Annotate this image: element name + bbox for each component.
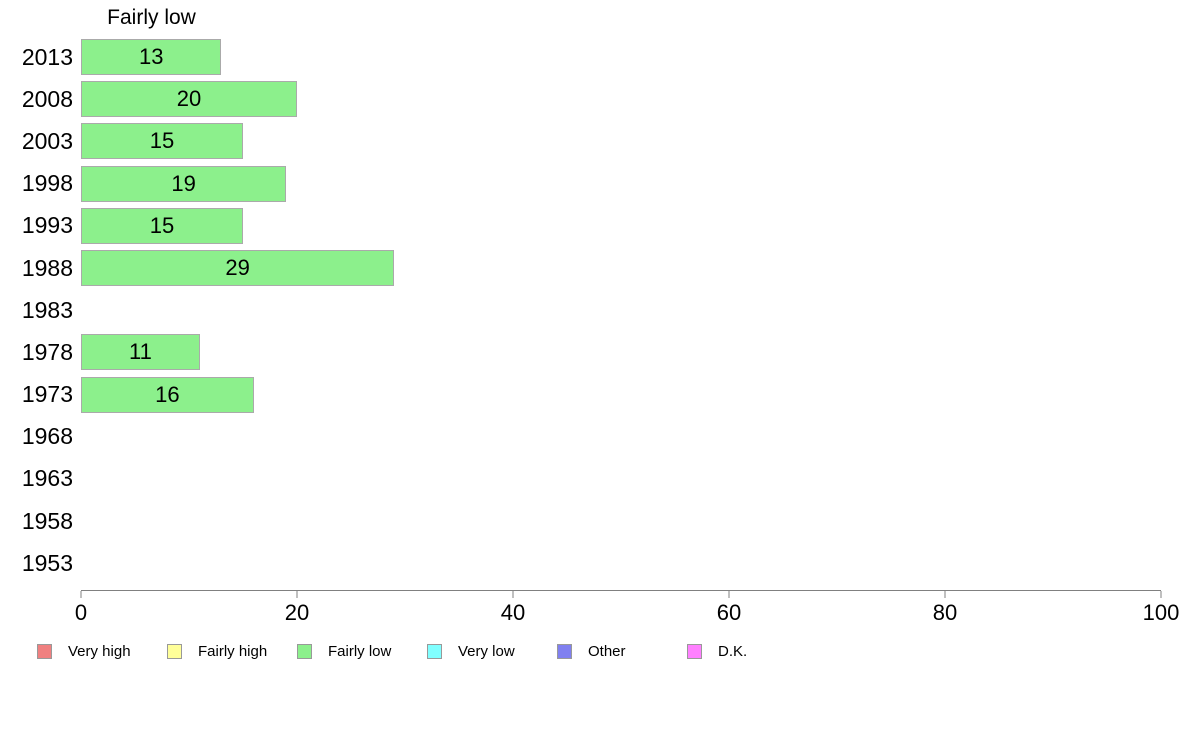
chart-row-1993: 1993 15: [0, 205, 1161, 247]
y-axis-label: 2003: [21, 127, 73, 154]
chart-row-1958: 1958: [0, 500, 1161, 542]
legend-item-very-low: Very low: [427, 643, 557, 660]
legend-label: Other: [588, 643, 626, 660]
y-axis-label: 1958: [21, 507, 73, 534]
bar-2003: 15: [81, 123, 243, 160]
chart-row-2003: 2003 15: [0, 120, 1161, 162]
legend-item-d-k: D.K.: [687, 643, 817, 660]
bar-track: [81, 416, 1161, 458]
chart-row-1968: 1968: [0, 416, 1161, 458]
bar-track: [81, 500, 1161, 542]
bar-2008: 20: [81, 81, 297, 118]
bar-track: 29: [81, 247, 1161, 289]
chart-row-1978: 1978 11: [0, 331, 1161, 373]
legend-label: Fairly high: [198, 643, 268, 660]
chart-title: Fairly low: [107, 6, 196, 29]
chart-row-1998: 1998 19: [0, 163, 1161, 205]
legend-swatch-d-k: [687, 644, 702, 659]
y-axis-label: 1993: [21, 212, 73, 239]
bar-1993: 15: [81, 207, 243, 244]
legend-swatch-very-low: [427, 644, 442, 659]
x-axis-tick: [296, 591, 298, 598]
y-axis-label: 1988: [21, 254, 73, 281]
bar-track: 11: [81, 331, 1161, 373]
y-axis-label: 1968: [21, 423, 73, 450]
legend-item-very-high: Very high: [37, 643, 167, 660]
legend-label: Very low: [458, 643, 515, 660]
bar-track: [81, 542, 1161, 584]
x-axis: 0 20 40 60 80 100: [75, 590, 1179, 631]
x-axis-tick-label: 0: [74, 600, 88, 625]
bar-value-label: 11: [128, 339, 152, 365]
x-axis-tick: [1160, 591, 1162, 598]
y-axis-label: 2008: [21, 85, 73, 112]
chart-row-1953: 1953: [0, 542, 1161, 584]
legend-label: Very high: [68, 643, 131, 660]
chart-row-2008: 2008 20: [0, 78, 1161, 120]
x-axis-tick: [728, 591, 730, 598]
x-axis-tick-label: 40: [500, 600, 526, 625]
legend-swatch-fairly-high: [167, 644, 182, 659]
bar-1978: 11: [81, 334, 200, 371]
bar-track: 20: [81, 78, 1161, 120]
bar-1973: 16: [81, 376, 254, 413]
chart-row-1973: 1973 16: [0, 374, 1161, 416]
bar-value-label: 16: [155, 381, 180, 407]
x-axis-tick: [944, 591, 946, 598]
bar-value-label: 15: [149, 128, 175, 154]
bar-1998: 19: [81, 165, 287, 202]
legend-item-fairly-high: Fairly high: [167, 643, 297, 660]
chart-row-1988: 1988 29: [0, 247, 1161, 289]
chart-row-1963: 1963: [0, 458, 1161, 500]
y-axis-label: 1953: [21, 549, 73, 576]
bar-track: 15: [81, 120, 1161, 162]
bar-value-label: 19: [171, 170, 196, 196]
legend-label: D.K.: [718, 643, 748, 660]
bar-1988: 29: [81, 250, 395, 287]
legend-item-fairly-low: Fairly low: [297, 643, 427, 660]
bar-track: [81, 458, 1161, 500]
chart-plot-area: 2013 13 2008 20 2003 15 1998 19 1993 15 1988 29 1983…: [0, 36, 1161, 584]
x-axis-tick-label: 60: [716, 600, 742, 625]
bar-track: 19: [81, 163, 1161, 205]
bar-track: 16: [81, 374, 1161, 416]
bar-value-label: 15: [149, 212, 175, 238]
bar-track: 13: [81, 36, 1161, 78]
bar-track: [81, 289, 1161, 331]
x-axis-tick: [512, 591, 514, 598]
x-axis-tick-label: 20: [284, 600, 310, 625]
y-axis-label: 1973: [21, 381, 73, 408]
bar-value-label: 29: [225, 255, 250, 281]
bar-2013: 13: [81, 39, 222, 76]
bar-value-label: 13: [138, 44, 164, 70]
chart-row-1983: 1983: [0, 289, 1161, 331]
bar-track: 15: [81, 205, 1161, 247]
y-axis-label: 1998: [21, 170, 73, 197]
legend-swatch-very-high: [37, 644, 52, 659]
x-axis-tick-label: 80: [932, 600, 958, 625]
y-axis-label: 1978: [21, 338, 73, 365]
legend-swatch-other: [557, 644, 572, 659]
legend: Very high Fairly high Fairly low Very low Ot…: [37, 643, 817, 660]
legend-label: Fairly low: [328, 643, 392, 660]
x-axis-tick-label: 100: [1142, 600, 1180, 625]
y-axis-label: 1983: [21, 296, 73, 323]
y-axis-label: 1963: [21, 465, 73, 492]
legend-item-other: Other: [557, 643, 687, 660]
bar-value-label: 20: [176, 86, 202, 112]
y-axis-label: 2013: [21, 43, 73, 70]
legend-swatch-fairly-low: [297, 644, 312, 659]
chart-row-2013: 2013 13: [0, 36, 1161, 78]
x-axis-tick: [80, 591, 82, 598]
